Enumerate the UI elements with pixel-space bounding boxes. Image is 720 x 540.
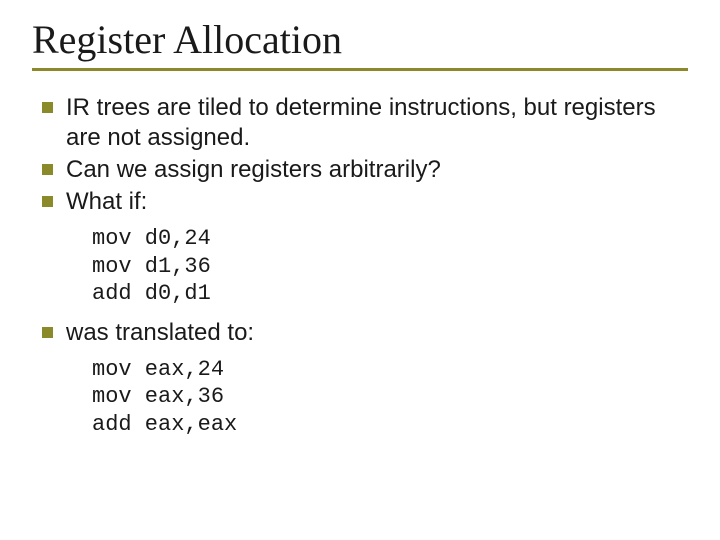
bullet-item: was translated to: [40,318,688,348]
slide: Register Allocation IR trees are tiled t… [0,0,720,540]
bullet-item: What if: [40,187,688,217]
code-block-bottom: mov eax,24 mov eax,36 add eax,eax [32,356,688,439]
bullet-list-bottom: was translated to: [32,318,688,348]
page-title: Register Allocation [32,18,688,71]
bullet-item: Can we assign registers arbitrarily? [40,155,688,185]
code-block-top: mov d0,24 mov d1,36 add d0,d1 [32,225,688,308]
bullet-item: IR trees are tiled to determine instruct… [40,93,688,153]
bullet-list-top: IR trees are tiled to determine instruct… [32,93,688,217]
